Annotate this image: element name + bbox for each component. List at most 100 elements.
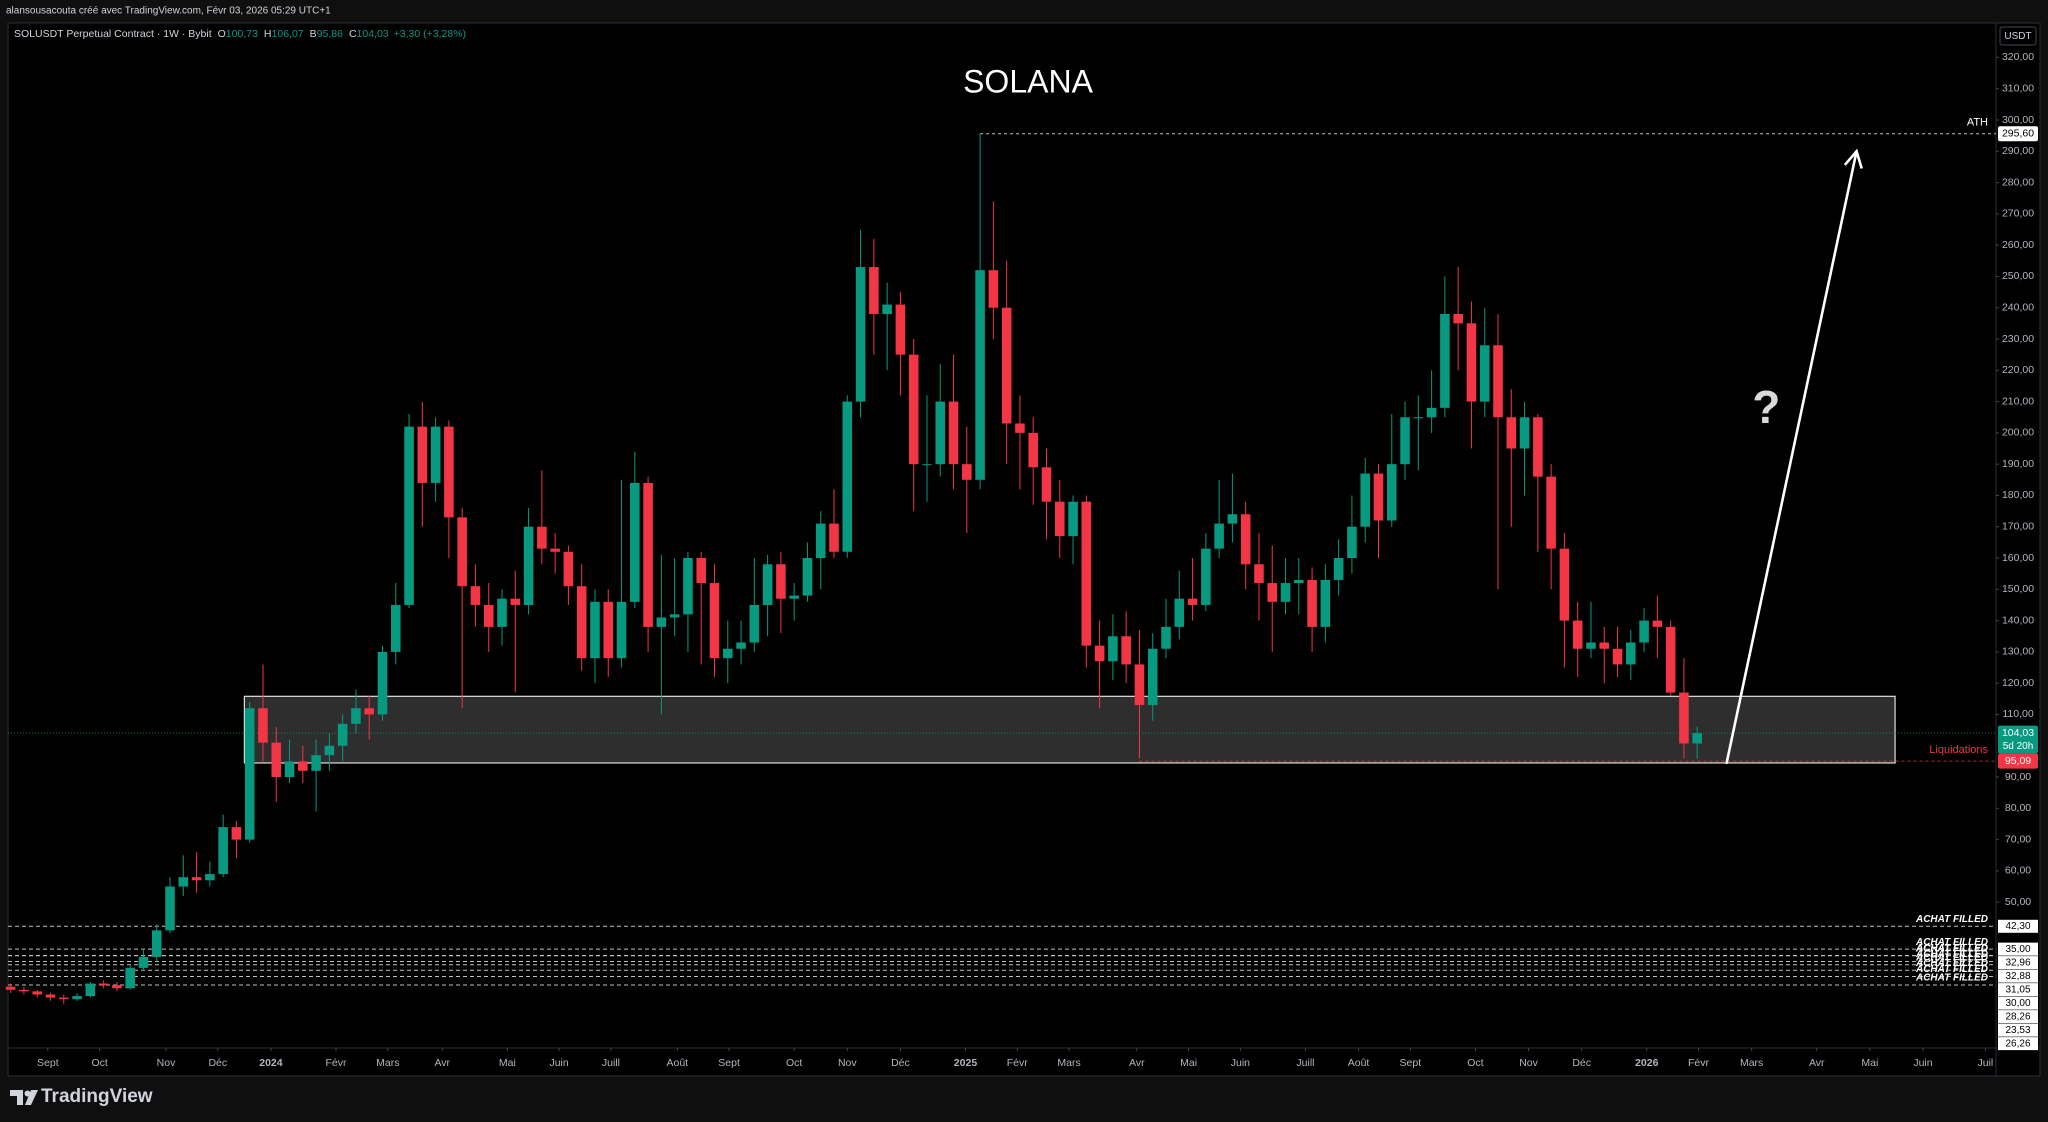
- candle-body: [802, 558, 813, 596]
- candle-body: [58, 997, 69, 1000]
- x-tick-label: Mars: [1740, 1057, 1763, 1069]
- candle-body: [483, 604, 494, 627]
- x-tick-label: Avr: [1129, 1057, 1145, 1069]
- candle-body: [1426, 407, 1437, 418]
- price-label-box: [1998, 725, 2038, 754]
- x-tick-label: Mai: [499, 1057, 516, 1069]
- candle-body: [563, 551, 574, 587]
- candle-body: [1121, 636, 1131, 665]
- x-tick-label: Juin: [549, 1057, 568, 1069]
- y-tick-label: 290,00: [2002, 145, 2034, 157]
- candle-body: [895, 304, 906, 355]
- candle-body: [1626, 642, 1636, 665]
- candle-body: [1506, 417, 1517, 449]
- candle-body: [815, 523, 826, 559]
- y-tick-label: 190,00: [2002, 458, 2034, 470]
- question-mark: ?: [1752, 381, 1780, 433]
- y-tick-label: 320,00: [2002, 51, 2034, 63]
- x-tick-label: Août: [667, 1057, 689, 1069]
- x-tick-label: 2025: [954, 1057, 978, 1069]
- arrow: [1725, 151, 1858, 765]
- x-tick-label: Sept: [37, 1057, 59, 1069]
- x-tick-label: Oct: [786, 1057, 802, 1069]
- candle-body: [709, 583, 720, 659]
- price-label-box: [1998, 753, 2038, 769]
- achat-text: ACHAT FILLED: [1915, 973, 1988, 984]
- candle-body: [1493, 345, 1503, 418]
- achat-label: 31,05: [2005, 984, 2030, 995]
- candle-body: [696, 558, 706, 584]
- candle-body: [1081, 501, 1092, 646]
- x-tick-label: Oct: [91, 1057, 107, 1069]
- legend-change: +3,30 (+3,28%): [394, 28, 466, 40]
- candle-body: [656, 617, 667, 627]
- candle-body: [1028, 432, 1038, 468]
- achat-label: 23,53: [2005, 1025, 2030, 1036]
- candle-body: [1214, 523, 1224, 549]
- candle-body: [1546, 476, 1556, 549]
- candle-body: [749, 604, 760, 643]
- legend-symbol: SOLUSDT Perpetual Contract · 1W · Bybit: [14, 28, 212, 40]
- candle-body: [1147, 648, 1158, 706]
- x-tick-label: Août: [1348, 1057, 1370, 1069]
- achat-text: ACHAT FILLED: [1915, 943, 1988, 954]
- candle-body: [1201, 548, 1211, 605]
- candle-body: [72, 996, 82, 1000]
- candle-body: [191, 877, 202, 881]
- candle-body: [1440, 313, 1450, 408]
- candle-body: [351, 708, 361, 724]
- candle-body: [244, 708, 255, 840]
- candle-body: [1612, 648, 1623, 665]
- y-tick-label: 80,00: [2005, 802, 2031, 814]
- currency: USDT: [2004, 31, 2031, 42]
- achat-label-box: [1998, 956, 2038, 970]
- x-tick-label: Mai: [1180, 1057, 1197, 1069]
- x-tick-label: Nov: [157, 1057, 176, 1069]
- candle-body: [178, 877, 189, 887]
- zone: [243, 695, 1896, 764]
- x-tick-label: Mai: [1861, 1057, 1878, 1069]
- candle-body: [789, 595, 799, 599]
- candle-body: [1068, 501, 1078, 537]
- candle-body: [1041, 467, 1052, 502]
- achat-label: 32,88: [2005, 971, 2030, 982]
- candle-body: [151, 930, 162, 957]
- logo: [25, 1090, 38, 1105]
- candle-body: [98, 983, 109, 986]
- x-tick-label: Févr: [1007, 1057, 1029, 1069]
- candle-body: [470, 586, 481, 605]
- candle-body: [1347, 526, 1357, 559]
- candle-body: [736, 642, 746, 649]
- candle-body: [1679, 692, 1689, 744]
- candle-body: [1373, 473, 1384, 521]
- candle-body: [1320, 579, 1331, 627]
- candle-body: [364, 708, 374, 715]
- candle-body: [1453, 313, 1463, 324]
- candle-body: [1479, 345, 1490, 402]
- x-tick-label: 2024: [259, 1057, 283, 1069]
- legend-key: C: [349, 28, 357, 40]
- legend-value: 95,86: [317, 28, 343, 40]
- y-tick-label: 150,00: [2002, 583, 2034, 595]
- legend-value: 106,07: [272, 28, 304, 40]
- candle-body: [669, 614, 680, 618]
- y-tick-label: 260,00: [2002, 239, 2034, 251]
- candle-body: [231, 827, 242, 840]
- candle-body: [1254, 564, 1264, 584]
- achat-label-box: [1998, 969, 2038, 983]
- candle-body: [5, 986, 16, 990]
- y-tick-label: 240,00: [2002, 302, 2034, 314]
- candle-body: [284, 761, 295, 778]
- y-tick-label: 60,00: [2005, 865, 2031, 877]
- achat-text: ACHAT FILLED: [1915, 914, 1988, 925]
- currency-box[interactable]: [1999, 26, 2037, 46]
- footer-brand: TradingView: [41, 1086, 153, 1107]
- candle-body: [1227, 514, 1238, 524]
- candle-body: [444, 426, 454, 518]
- candle-body: [882, 304, 892, 314]
- candle-body: [1240, 514, 1251, 565]
- candle-body: [590, 601, 600, 659]
- x-tick-label: Avr: [434, 1057, 450, 1069]
- candle-body: [1639, 620, 1649, 643]
- candle-body: [722, 648, 733, 659]
